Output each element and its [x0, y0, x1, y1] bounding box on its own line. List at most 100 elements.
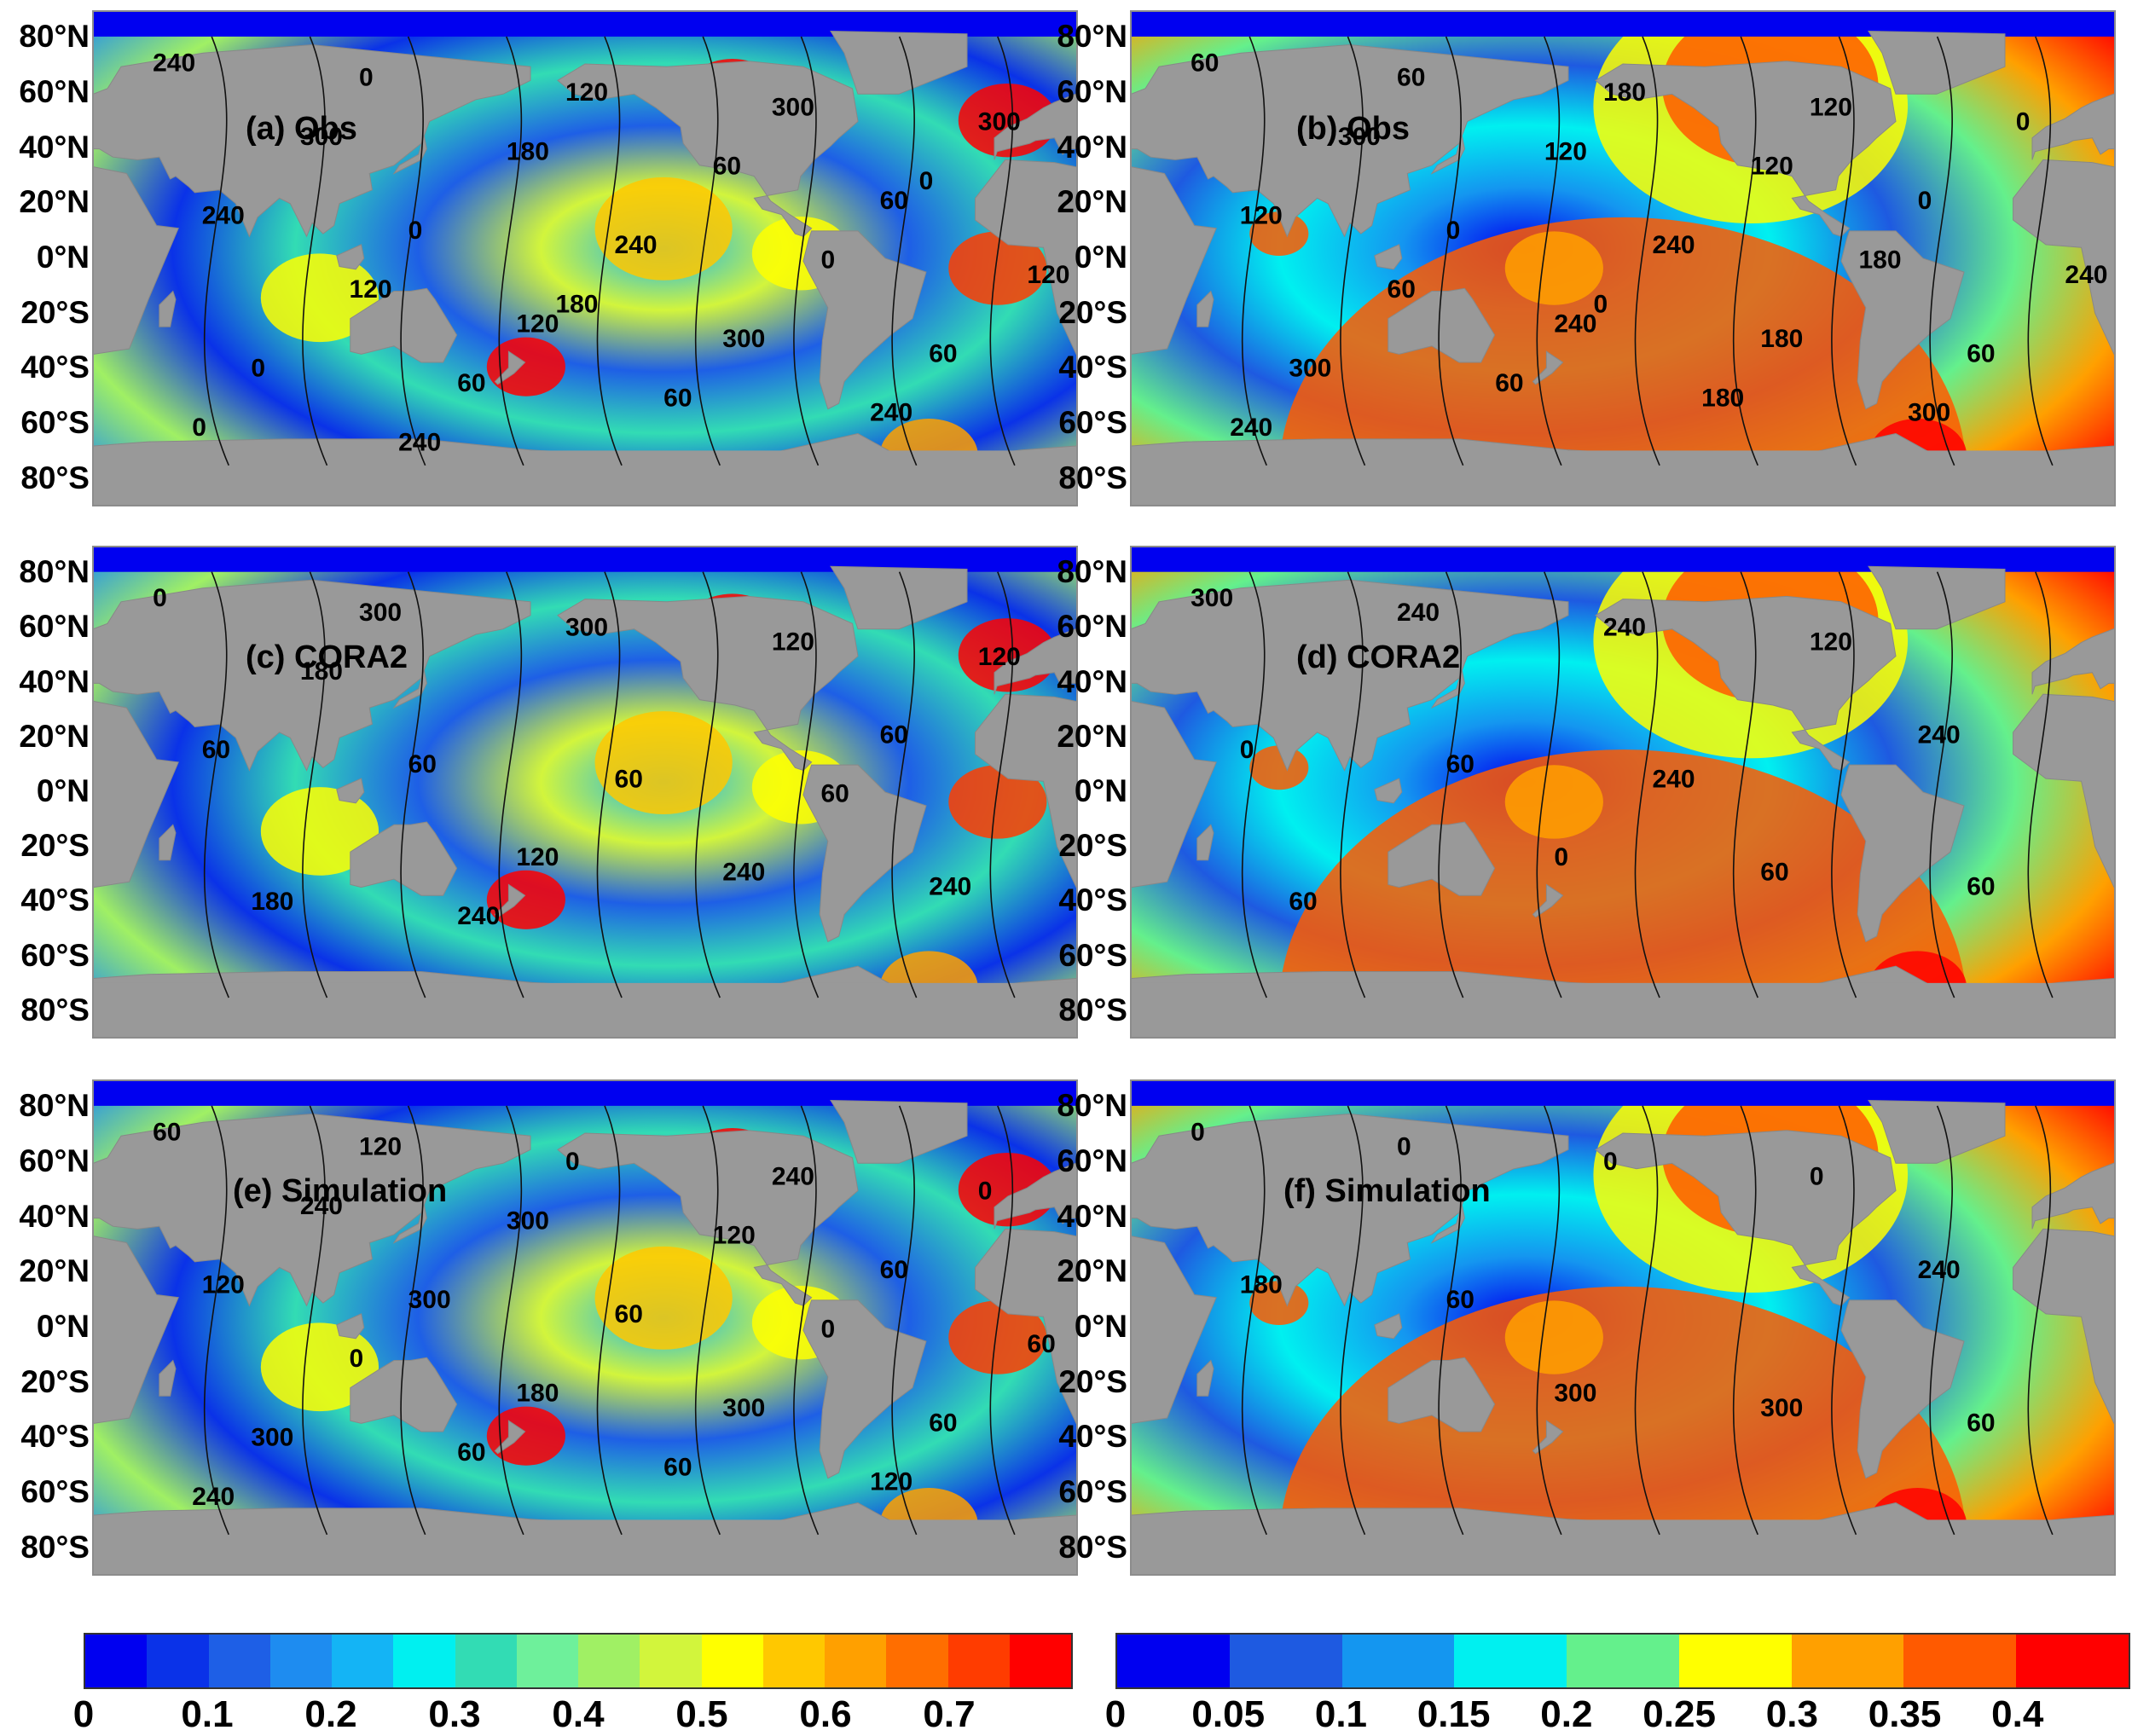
contour-label: 300 — [1554, 1380, 1596, 1408]
land-mass — [1196, 824, 1214, 861]
contour-label: 300 — [408, 1286, 451, 1314]
contour-label: 240 — [202, 202, 245, 230]
latitude-label: 60°S — [20, 405, 90, 440]
contour-label: 0 — [1240, 736, 1254, 764]
cotidal-line — [1536, 1105, 1562, 1536]
cotidal-line — [596, 1105, 623, 1536]
cotidal-line — [1733, 1105, 1758, 1536]
cotidal-line — [1340, 571, 1366, 998]
colorbar-segment — [825, 1635, 887, 1687]
contour-label: 120 — [1240, 202, 1283, 230]
land-mass — [802, 230, 927, 410]
contour-label: 300 — [722, 325, 765, 353]
land-mass — [1840, 764, 1965, 943]
colorbar-segment — [332, 1635, 394, 1687]
contour-label: 300 — [772, 93, 814, 121]
contour-label: 180 — [251, 888, 293, 916]
cotidal-line — [989, 1105, 1016, 1536]
cotidal-line — [793, 571, 820, 998]
contour-label: 0 — [820, 246, 835, 275]
cotidal-line — [1242, 571, 1267, 998]
colorbar-segment — [1117, 1635, 1230, 1687]
map-field: 60 180 60 120 300 120 0 60 300 240 300 60 0 60 0 240 60 6… — [0, 1081, 2132, 1575]
latitude-label: 40°S — [1058, 350, 1127, 385]
land-mass — [494, 350, 526, 385]
amplitude-hotspot — [486, 1406, 565, 1466]
contour-label: 60 — [1289, 888, 1317, 916]
cotidal-line — [1536, 36, 1562, 466]
colorbar-tick-label: 0.15 — [1417, 1693, 1491, 1735]
contour-label: 0 — [2016, 108, 2031, 136]
land-mass — [11, 1113, 531, 1307]
latitude-label: 80°S — [1058, 460, 1127, 495]
latitude-label: 0°N — [1074, 773, 1127, 808]
latitude-label: 60°S — [1058, 1474, 1127, 1509]
cotidal-line — [204, 1105, 229, 1536]
land-mass — [830, 30, 968, 95]
amplitude-hotspot — [260, 1322, 379, 1412]
land-mass — [1196, 1359, 1214, 1397]
amplitude-hotspot — [948, 231, 1047, 305]
antarctica — [1132, 450, 2114, 505]
colorbar-tick-label: 0.4 — [552, 1693, 605, 1735]
contour-label: 240 — [1653, 765, 1695, 793]
colorbar-segment — [1791, 1635, 1904, 1687]
amplitude-hotspot — [1504, 765, 1603, 839]
cotidal-line — [989, 571, 1016, 998]
antarctica — [94, 982, 1076, 1037]
contour-label: 300 — [1191, 584, 1233, 612]
latitude-label: 20°N — [19, 184, 90, 220]
cotidal-line — [400, 571, 426, 998]
contour-label: 240 — [1397, 599, 1440, 627]
land-mass — [1388, 287, 1496, 363]
colorbar-tick-label: 0 — [72, 1693, 95, 1735]
contour-label: 0 — [153, 584, 167, 612]
latitude-label: 20°S — [1058, 294, 1127, 330]
latitude-label: 80°S — [1058, 992, 1127, 1027]
amplitude-hotspot — [1504, 1300, 1603, 1374]
latitude-label: 40°N — [1057, 129, 1127, 165]
latitude-label: 20°N — [1057, 184, 1127, 220]
contour-label: 180 — [507, 137, 549, 165]
contour-label: 60 — [820, 779, 849, 807]
contour-label: 300 — [300, 123, 343, 151]
contour-label: 180 — [1701, 384, 1744, 412]
colorbar-segment — [1009, 1635, 1071, 1687]
cotidal-line — [498, 1105, 524, 1536]
latitude-label: 80°S — [1058, 1529, 1127, 1565]
colorbar-tick-label: 0.7 — [923, 1693, 976, 1735]
contour-label: 240 — [398, 428, 441, 456]
map-panel: 60 240 0 60 180 120 180 60 0 120 300 240 0 60 180 300 18… — [214, 0, 2132, 733]
contour-label: 60 — [929, 1409, 957, 1437]
contour-label: 180 — [516, 1380, 559, 1408]
contour-label: 240 — [929, 873, 971, 901]
latitude-label: 80°S — [20, 992, 90, 1027]
land-mass — [1049, 43, 1569, 238]
contour-label: 60 — [1760, 858, 1788, 886]
contour-label: 240 — [772, 1162, 814, 1190]
latitude-label: 0°N — [1074, 1309, 1127, 1344]
cotidal-line — [400, 36, 426, 466]
land-mass — [1595, 61, 1897, 237]
map-field: 0 120 60 300 240 60 300 240 60 120 180 60 120 240 60 18… — [0, 547, 2132, 1038]
contour-label: 60 — [1967, 1409, 1995, 1437]
land-mass — [1532, 883, 1564, 918]
latitude-label: 40°N — [19, 1198, 90, 1234]
latitude-label: 60°S — [1058, 405, 1127, 440]
latitude-label: 20°N — [19, 1253, 90, 1289]
cotidal-line — [2027, 571, 2054, 998]
cotidal-line — [695, 571, 721, 998]
contour-label: 240 — [300, 1192, 343, 1220]
contour-label: 300 — [1908, 399, 1950, 427]
contour-label: 0 — [192, 414, 206, 442]
amplitude-hotspot — [1249, 1281, 1309, 1326]
latitude-label: 40°S — [20, 350, 90, 385]
colorbar-tick-label: 0.2 — [1540, 1693, 1593, 1735]
land-mass — [11, 579, 531, 772]
cotidal-line — [2027, 36, 2054, 466]
cotidal-line — [1733, 571, 1758, 998]
colorbar-segment — [1341, 1635, 1455, 1687]
land-mass — [1430, 135, 1465, 175]
contour-label: 60 — [1495, 369, 1523, 397]
contour-label: 60 — [1967, 873, 1995, 901]
